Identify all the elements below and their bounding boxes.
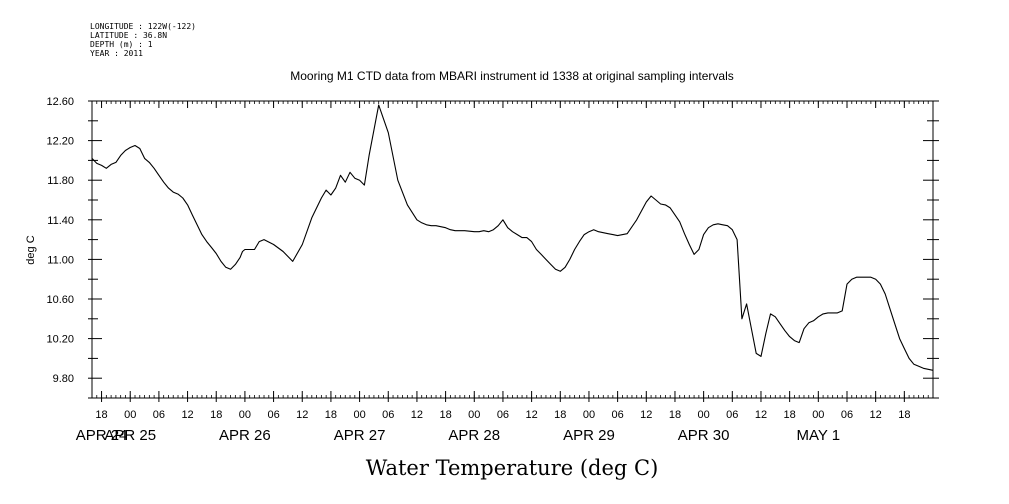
metadata-block: LONGITUDE : 122W(-122) LATITUDE : 36.8N DE… xyxy=(90,22,196,58)
depth-text: DEPTH (m) : 1 xyxy=(90,40,153,49)
x-tick-label: 12 xyxy=(411,409,423,421)
y-tick-label: 10.60 xyxy=(46,294,74,306)
x-tick-label: 12 xyxy=(181,409,193,421)
x-tick-label: 18 xyxy=(95,409,107,421)
y-tick-label: 10.20 xyxy=(46,334,74,346)
temperature-series-line xyxy=(91,104,934,371)
longitude-text: LONGITUDE : 122W(-122) xyxy=(90,22,196,31)
x-tick-label: 18 xyxy=(898,409,910,421)
y-axis-label: deg C xyxy=(25,235,37,264)
y-tick-label: 11.40 xyxy=(47,215,74,227)
x-tick-label: 00 xyxy=(124,409,136,421)
x-tick-label: 00 xyxy=(468,409,480,421)
plot-frame xyxy=(91,100,934,399)
x-tick-label: 06 xyxy=(497,409,509,421)
x-tick-label: 06 xyxy=(841,409,853,421)
y-tick-label: 11.00 xyxy=(47,254,74,266)
x-tick-label: 12 xyxy=(640,409,652,421)
chart-title: Mooring M1 CTD data from MBARI instrumen… xyxy=(290,69,734,83)
x-tick-label: 18 xyxy=(439,409,451,421)
x-day-label: APR 30 xyxy=(678,427,730,444)
x-tick-label: 06 xyxy=(267,409,279,421)
x-day-label: APR 25 xyxy=(104,427,156,444)
x-day-label: APR 24 xyxy=(76,427,128,444)
x-tick-label: 18 xyxy=(325,409,337,421)
x-tick-label: 00 xyxy=(698,409,710,421)
x-tick-label: 12 xyxy=(870,409,882,421)
x-tick-label: 18 xyxy=(210,409,222,421)
x-tick-label: 00 xyxy=(812,409,824,421)
x-tick-label: 12 xyxy=(525,409,537,421)
x-tick-label: 12 xyxy=(296,409,308,421)
y-tick-label: 11.80 xyxy=(47,175,74,187)
x-tick-label: 06 xyxy=(612,409,624,421)
x-tick-label: 00 xyxy=(239,409,251,421)
x-tick-label: 18 xyxy=(669,409,681,421)
x-tick-label: 12 xyxy=(755,409,767,421)
axes: 18 00 06 12 18 00 06 12 18 00 06 12 18 00 06 12 18 00 06 12… xyxy=(46,96,939,444)
x-tick-label: 00 xyxy=(353,409,365,421)
year-text: YEAR : 2011 xyxy=(90,49,143,58)
latitude-text: LATITUDE : 36.8N xyxy=(90,31,168,40)
x-day-label: APR 29 xyxy=(563,427,615,444)
x-day-label: APR 27 xyxy=(334,427,386,444)
y-tick-label: 12.20 xyxy=(46,136,74,148)
x-day-label: APR 28 xyxy=(448,427,500,444)
y-tick-label: 9.80 xyxy=(53,373,74,385)
x-day-label: APR 26 xyxy=(219,427,271,444)
y-tick-label: 12.60 xyxy=(46,96,74,108)
x-tick-label: 18 xyxy=(784,409,796,421)
x-axis-title: Water Temperature (deg C) xyxy=(366,456,659,480)
x-tick-label: 06 xyxy=(726,409,738,421)
x-tick-label: 00 xyxy=(583,409,595,421)
x-tick-label: 18 xyxy=(554,409,566,421)
x-tick-label: 06 xyxy=(382,409,394,421)
x-day-label: MAY 1 xyxy=(796,427,840,444)
x-tick-label: 06 xyxy=(153,409,165,421)
